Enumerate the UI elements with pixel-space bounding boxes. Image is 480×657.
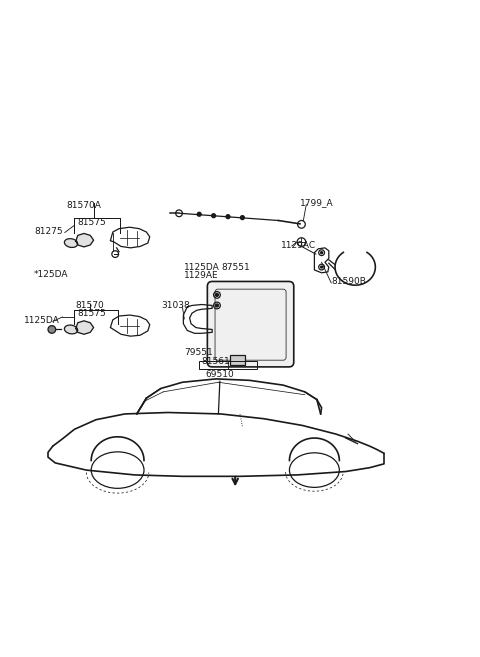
Text: 81575: 81575: [78, 218, 107, 227]
Ellipse shape: [64, 238, 78, 248]
Circle shape: [212, 214, 216, 217]
Text: 69510: 69510: [205, 370, 234, 378]
Text: 81590B: 81590B: [331, 277, 366, 286]
Circle shape: [48, 326, 56, 333]
Text: 79551: 79551: [184, 348, 213, 357]
Text: 81570: 81570: [76, 301, 105, 310]
Text: 1125DA: 1125DA: [24, 316, 60, 325]
Polygon shape: [76, 321, 94, 334]
Text: 87551: 87551: [222, 263, 251, 271]
Text: *125DA: *125DA: [34, 270, 68, 279]
Text: 1799_A: 1799_A: [300, 198, 334, 207]
Text: 1129AE: 1129AE: [184, 271, 218, 280]
Circle shape: [226, 215, 230, 219]
Circle shape: [216, 304, 218, 307]
Text: 81561: 81561: [202, 357, 230, 366]
Bar: [230, 355, 245, 365]
Circle shape: [240, 215, 244, 219]
Text: 81575: 81575: [78, 309, 107, 317]
Text: 1125DA: 1125DA: [184, 263, 219, 271]
Circle shape: [216, 294, 218, 296]
Polygon shape: [76, 233, 94, 247]
Circle shape: [321, 266, 323, 268]
Text: 81275: 81275: [35, 227, 63, 236]
Circle shape: [321, 252, 323, 254]
Bar: [199, 361, 257, 369]
FancyBboxPatch shape: [207, 281, 294, 367]
Text: 81570A: 81570A: [66, 200, 101, 210]
Circle shape: [197, 212, 201, 216]
Text: 31038: 31038: [161, 301, 190, 310]
Text: 1129AC: 1129AC: [281, 241, 316, 250]
Ellipse shape: [64, 325, 78, 334]
